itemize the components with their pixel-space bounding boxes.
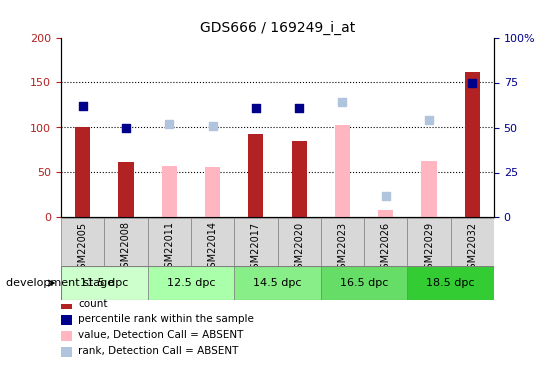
Text: 12.5 dpc: 12.5 dpc bbox=[166, 278, 215, 288]
Bar bbox=[278, 217, 321, 266]
Bar bbox=[248, 134, 264, 218]
Bar bbox=[364, 217, 407, 266]
Bar bbox=[378, 210, 393, 218]
Bar bbox=[191, 217, 234, 266]
Text: GSM22017: GSM22017 bbox=[251, 221, 261, 274]
Text: GSM22014: GSM22014 bbox=[208, 221, 218, 274]
Bar bbox=[118, 162, 134, 218]
Point bbox=[381, 193, 390, 199]
Bar bbox=[61, 315, 72, 325]
Bar bbox=[61, 217, 104, 266]
Point bbox=[208, 123, 217, 129]
Bar bbox=[148, 266, 234, 300]
Bar bbox=[61, 331, 72, 341]
Bar bbox=[407, 266, 494, 300]
Text: GSM22026: GSM22026 bbox=[381, 221, 391, 274]
Text: GSM22011: GSM22011 bbox=[164, 221, 174, 274]
Bar bbox=[451, 217, 494, 266]
Point bbox=[468, 80, 477, 86]
Bar bbox=[465, 72, 480, 217]
Bar bbox=[205, 167, 220, 217]
Bar bbox=[234, 217, 278, 266]
Bar bbox=[407, 217, 451, 266]
Point bbox=[338, 99, 347, 105]
Point bbox=[122, 124, 130, 130]
Bar bbox=[234, 266, 321, 300]
Text: count: count bbox=[78, 299, 108, 309]
Bar bbox=[162, 166, 177, 218]
Bar bbox=[148, 217, 191, 266]
Bar bbox=[104, 217, 148, 266]
Bar bbox=[61, 346, 72, 357]
Text: GSM22032: GSM22032 bbox=[467, 221, 477, 274]
Point bbox=[251, 105, 260, 111]
Bar bbox=[61, 266, 148, 300]
Text: GSM22029: GSM22029 bbox=[424, 221, 434, 274]
Bar bbox=[321, 217, 364, 266]
Point bbox=[425, 117, 433, 123]
Text: development stage: development stage bbox=[6, 278, 114, 288]
Text: value, Detection Call = ABSENT: value, Detection Call = ABSENT bbox=[78, 330, 244, 340]
Bar bbox=[75, 128, 90, 218]
Bar bbox=[291, 141, 307, 218]
Bar bbox=[321, 266, 407, 300]
Bar bbox=[335, 125, 350, 217]
Text: percentile rank within the sample: percentile rank within the sample bbox=[78, 315, 254, 324]
Point bbox=[165, 121, 174, 127]
Text: rank, Detection Call = ABSENT: rank, Detection Call = ABSENT bbox=[78, 346, 239, 356]
Bar bbox=[421, 161, 437, 218]
Text: 14.5 dpc: 14.5 dpc bbox=[253, 278, 302, 288]
Text: GSM22020: GSM22020 bbox=[294, 221, 304, 274]
Text: 16.5 dpc: 16.5 dpc bbox=[340, 278, 388, 288]
Text: GSM22008: GSM22008 bbox=[121, 221, 131, 274]
Point bbox=[78, 103, 87, 109]
Point bbox=[295, 105, 304, 111]
Text: 11.5 dpc: 11.5 dpc bbox=[80, 278, 129, 288]
Text: 18.5 dpc: 18.5 dpc bbox=[426, 278, 475, 288]
Title: GDS666 / 169249_i_at: GDS666 / 169249_i_at bbox=[200, 21, 355, 35]
Bar bbox=[61, 299, 72, 309]
Text: GSM22023: GSM22023 bbox=[337, 221, 347, 274]
Text: GSM22005: GSM22005 bbox=[78, 221, 88, 274]
